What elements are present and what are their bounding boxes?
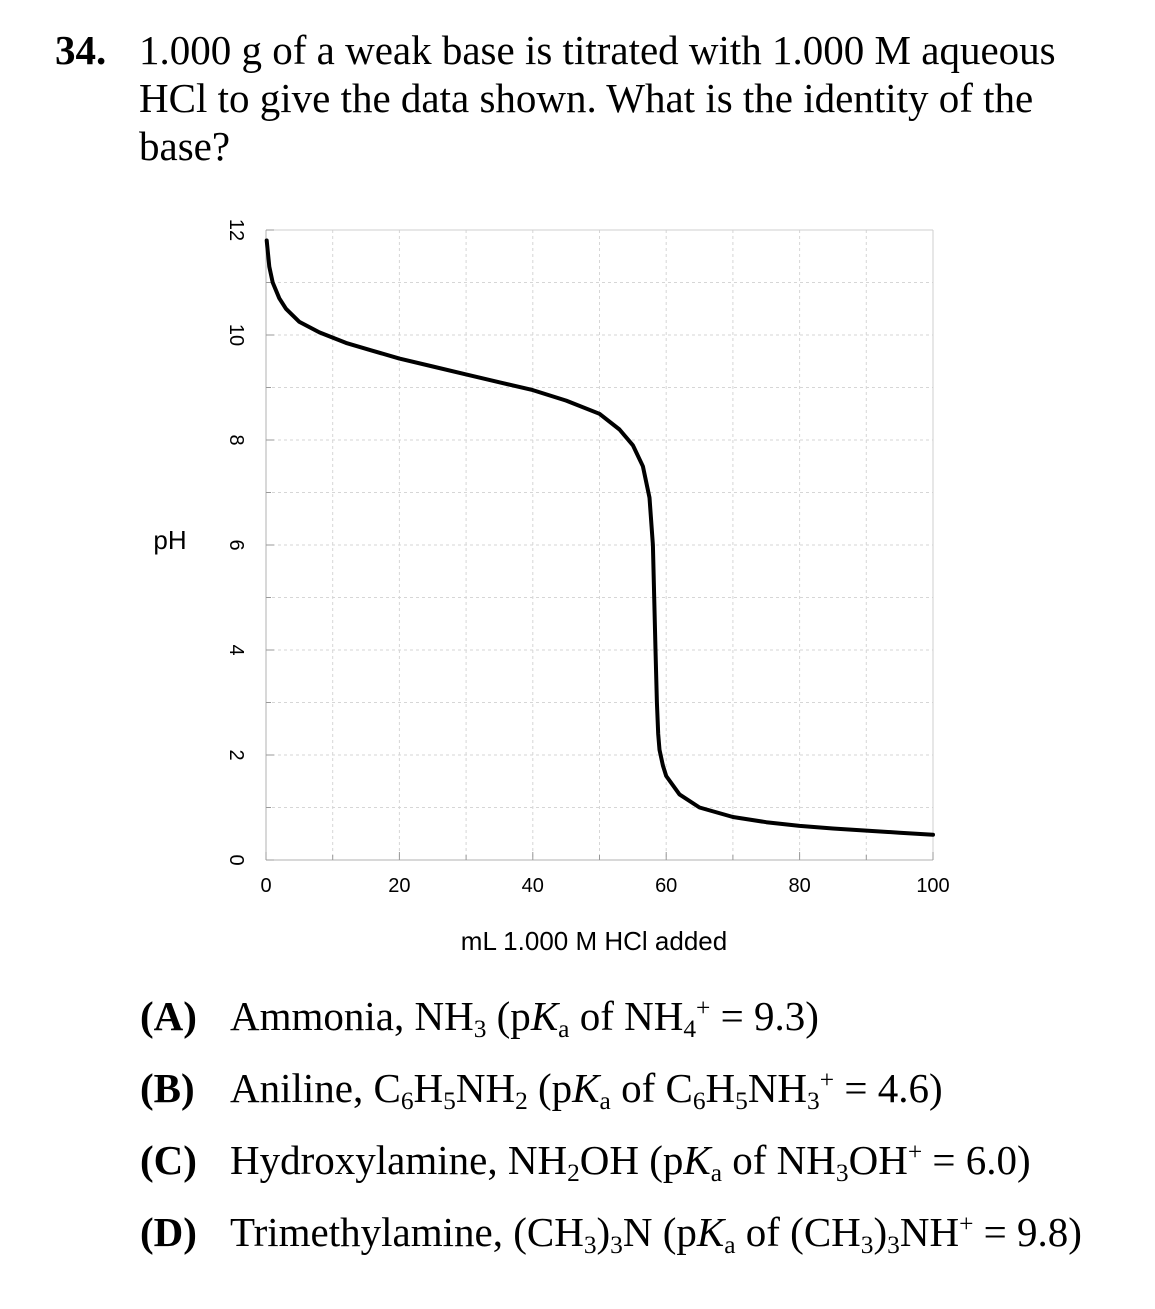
chart-grid [265,229,934,861]
y-tick-label: 0 [225,854,247,865]
x-tick-label: 0 [260,875,271,897]
y-axis-label: pH [153,525,186,555]
x-axis-label: mL 1.000 M HCl added [461,926,727,956]
choice-letter: (A) [140,993,197,1039]
chart-series [264,238,935,837]
y-tick-label: 6 [225,539,247,550]
choice-letter: (D) [140,1209,197,1255]
y-tick-label: 4 [225,644,247,655]
chart-axes [265,229,934,861]
y-tick-label: 2 [225,749,247,760]
y-tick-label: 8 [225,434,247,445]
choice-text: Aniline, C6H5NH2 (pKa of C6H5NH3+ = 4.6) [230,1065,943,1116]
x-tick-label: 100 [916,875,949,897]
question-text: 1.000 g of a weak base is titrated with … [139,26,1099,170]
titration-chart: 0 20 40 60 80 100 0 2 4 6 8 10 12 pH mL 1.000 M HCl … [153,219,950,956]
x-tick-label: 20 [388,875,410,897]
choice-text: Ammonia, NH3 (pKa of NH4+ = 9.3) [230,993,819,1044]
titration-curve [264,238,935,837]
choice-text: Hydroxylamine, NH2OH (pKa of NH3OH+ = 6.… [230,1137,1031,1188]
x-tick-label: 60 [655,875,677,897]
choice-letter: (C) [140,1137,197,1183]
question-line: HCl to give the data shown. What is the … [139,75,1034,121]
choice-text: Trimethylamine, (CH3)3N (pKa of (CH3)3NH… [230,1209,1082,1260]
question-line: base? [139,123,231,169]
x-tick-label: 40 [522,875,544,897]
question-number: 34. [55,27,107,73]
x-tick-label: 80 [788,875,810,897]
question-line: 1.000 g of a weak base is titrated with … [139,27,1056,73]
y-tick-label: 10 [225,324,247,346]
chart-ticks: 0 20 40 60 80 100 0 2 4 6 8 10 12 [225,219,950,897]
y-tick-label: 12 [225,219,247,241]
choice-letter: (B) [140,1065,195,1111]
